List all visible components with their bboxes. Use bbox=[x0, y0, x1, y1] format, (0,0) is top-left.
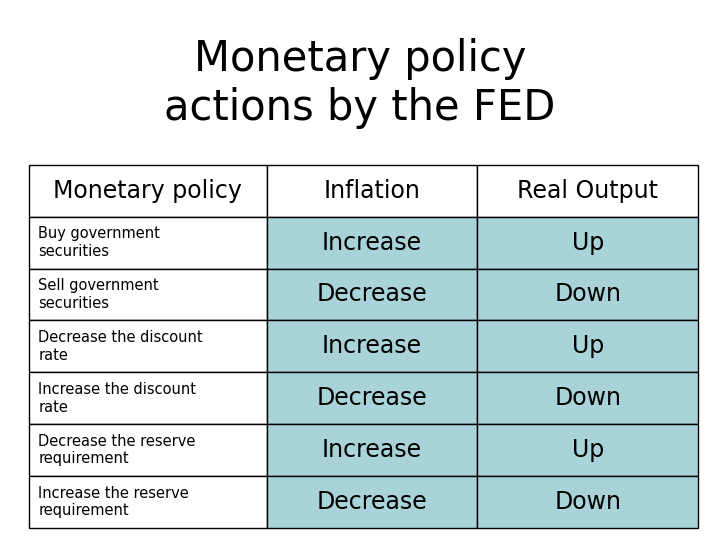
Text: Decrease: Decrease bbox=[317, 490, 428, 514]
Text: Decrease: Decrease bbox=[317, 386, 428, 410]
Bar bbox=[29, 268, 266, 320]
Text: Up: Up bbox=[572, 334, 604, 359]
Text: Down: Down bbox=[554, 282, 621, 307]
Text: Increase: Increase bbox=[322, 334, 422, 359]
Text: Decrease the reserve
requirement: Decrease the reserve requirement bbox=[38, 434, 196, 467]
Bar bbox=[477, 320, 698, 373]
Bar bbox=[266, 424, 477, 476]
Bar bbox=[266, 165, 477, 217]
Text: Decrease the discount
rate: Decrease the discount rate bbox=[38, 330, 203, 363]
Bar bbox=[266, 373, 477, 424]
Bar bbox=[266, 217, 477, 268]
Text: Inflation: Inflation bbox=[323, 179, 420, 202]
Text: Increase: Increase bbox=[322, 231, 422, 254]
Bar bbox=[477, 165, 698, 217]
Bar bbox=[266, 320, 477, 373]
Text: Up: Up bbox=[572, 231, 604, 254]
Text: Monetary policy: Monetary policy bbox=[53, 179, 242, 202]
Text: Real Output: Real Output bbox=[518, 179, 658, 202]
Bar bbox=[29, 217, 266, 268]
Text: Increase the reserve
requirement: Increase the reserve requirement bbox=[38, 486, 189, 518]
Text: Sell government
securities: Sell government securities bbox=[38, 278, 159, 310]
Bar bbox=[477, 217, 698, 268]
Bar bbox=[477, 476, 698, 528]
Text: Monetary policy
actions by the FED: Monetary policy actions by the FED bbox=[164, 38, 556, 129]
Text: Down: Down bbox=[554, 386, 621, 410]
Text: Increase: Increase bbox=[322, 438, 422, 462]
Bar bbox=[29, 424, 266, 476]
Bar bbox=[29, 165, 266, 217]
Bar bbox=[477, 268, 698, 320]
Text: Increase the discount
rate: Increase the discount rate bbox=[38, 382, 196, 415]
Text: Buy government
securities: Buy government securities bbox=[38, 226, 160, 259]
Bar bbox=[266, 476, 477, 528]
Bar bbox=[477, 373, 698, 424]
Bar bbox=[29, 476, 266, 528]
Text: Down: Down bbox=[554, 490, 621, 514]
Bar bbox=[29, 320, 266, 373]
Bar bbox=[266, 268, 477, 320]
Text: Up: Up bbox=[572, 438, 604, 462]
Bar bbox=[477, 424, 698, 476]
Bar bbox=[29, 373, 266, 424]
Text: Decrease: Decrease bbox=[317, 282, 428, 307]
